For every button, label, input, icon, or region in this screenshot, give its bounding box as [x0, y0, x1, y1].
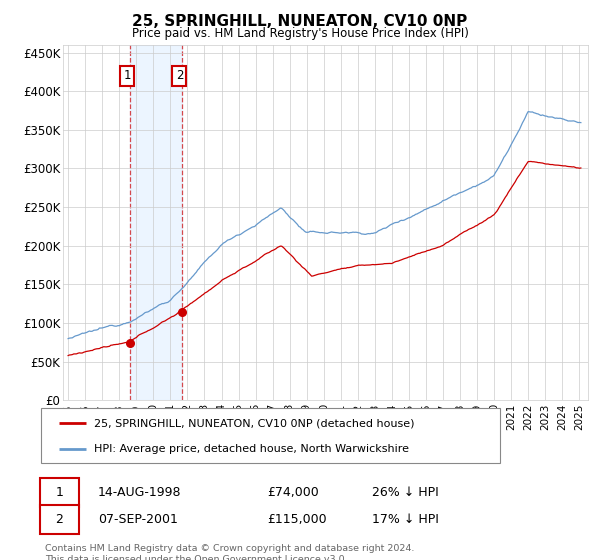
FancyBboxPatch shape: [40, 478, 79, 507]
Text: 25, SPRINGHILL, NUNEATON, CV10 0NP (detached house): 25, SPRINGHILL, NUNEATON, CV10 0NP (deta…: [95, 418, 415, 428]
Text: 17% ↓ HPI: 17% ↓ HPI: [373, 513, 439, 526]
Text: 25, SPRINGHILL, NUNEATON, CV10 0NP: 25, SPRINGHILL, NUNEATON, CV10 0NP: [133, 14, 467, 29]
Text: 14-AUG-1998: 14-AUG-1998: [98, 486, 181, 499]
Text: 26% ↓ HPI: 26% ↓ HPI: [373, 486, 439, 499]
Text: 1: 1: [55, 486, 63, 499]
Bar: [130, 45, 182, 400]
Text: £74,000: £74,000: [267, 486, 319, 499]
Text: Price paid vs. HM Land Registry's House Price Index (HPI): Price paid vs. HM Land Registry's House …: [131, 27, 469, 40]
FancyBboxPatch shape: [41, 408, 499, 463]
Text: 1: 1: [124, 69, 131, 82]
Text: Contains HM Land Registry data © Crown copyright and database right 2024.
This d: Contains HM Land Registry data © Crown c…: [45, 544, 415, 560]
Text: £115,000: £115,000: [267, 513, 326, 526]
FancyBboxPatch shape: [40, 505, 79, 534]
Text: 07-SEP-2001: 07-SEP-2001: [98, 513, 178, 526]
Text: 2: 2: [176, 69, 183, 82]
Text: 2: 2: [55, 513, 63, 526]
Text: HPI: Average price, detached house, North Warwickshire: HPI: Average price, detached house, Nort…: [95, 444, 409, 454]
